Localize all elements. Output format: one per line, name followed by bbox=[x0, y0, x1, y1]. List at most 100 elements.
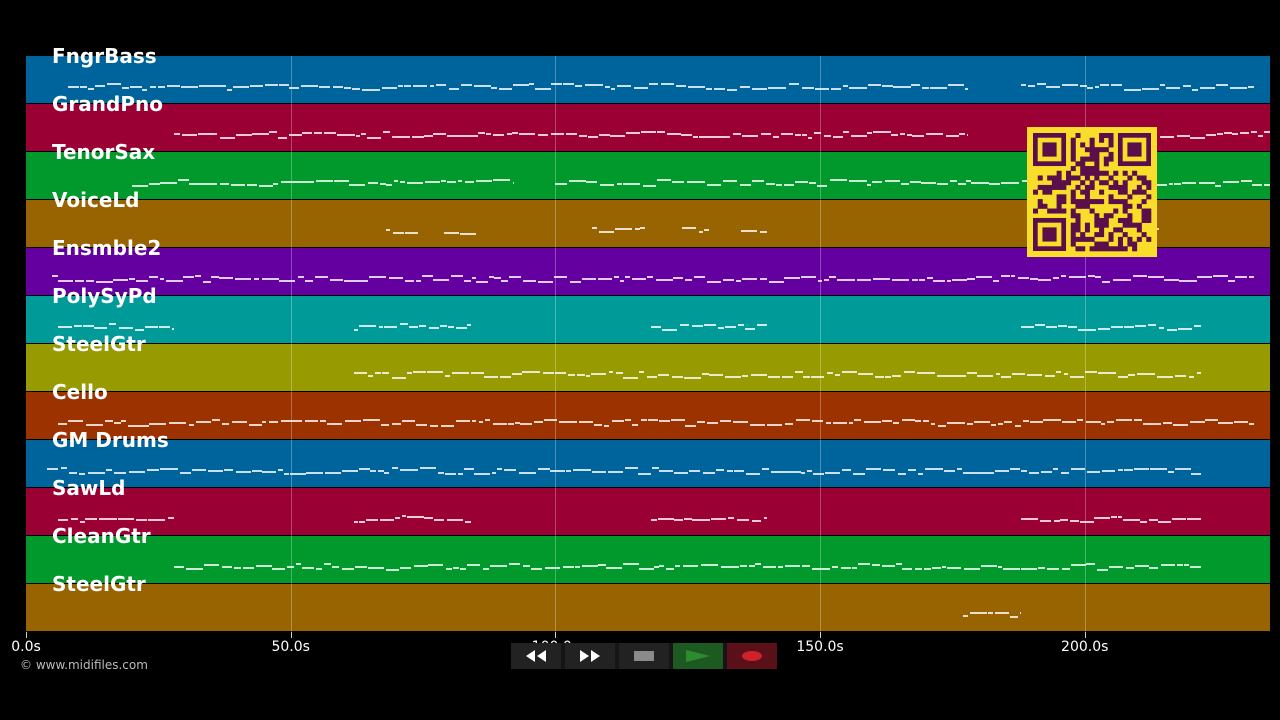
midi-note bbox=[566, 133, 577, 135]
midi-note bbox=[367, 182, 379, 184]
midi-note bbox=[60, 467, 68, 469]
midi-note bbox=[1060, 472, 1069, 474]
midi-note bbox=[660, 83, 666, 85]
midi-note bbox=[811, 420, 824, 422]
midi-note bbox=[784, 277, 800, 279]
midi-note bbox=[1021, 470, 1028, 472]
track-row[interactable] bbox=[26, 584, 1270, 632]
midi-note bbox=[608, 371, 614, 373]
midi-note bbox=[866, 468, 882, 470]
midi-note bbox=[1177, 328, 1192, 330]
midi-note bbox=[639, 568, 655, 570]
midi-note bbox=[287, 420, 303, 422]
midi-note bbox=[926, 133, 944, 135]
midi-note bbox=[1039, 520, 1051, 522]
midi-note bbox=[451, 275, 464, 277]
midi-note bbox=[1127, 374, 1136, 376]
midi-note bbox=[113, 279, 128, 281]
midi-note bbox=[262, 421, 267, 423]
midi-note bbox=[795, 134, 801, 136]
midi-note bbox=[698, 136, 713, 138]
track-row[interactable] bbox=[26, 344, 1270, 392]
midi-note bbox=[105, 420, 114, 422]
midi-note bbox=[1063, 373, 1068, 375]
midi-note bbox=[1085, 371, 1098, 373]
midi-note bbox=[503, 469, 517, 471]
midi-note bbox=[290, 473, 306, 475]
midi-note bbox=[624, 467, 638, 469]
rewind-button[interactable] bbox=[511, 643, 561, 669]
midi-note bbox=[1044, 375, 1056, 377]
midi-note bbox=[235, 134, 252, 136]
track-row[interactable] bbox=[26, 536, 1270, 584]
midi-note bbox=[281, 181, 300, 183]
midi-note bbox=[519, 133, 525, 135]
midi-note bbox=[998, 566, 1003, 568]
axis-tick bbox=[1084, 632, 1086, 638]
midi-note bbox=[1164, 279, 1179, 281]
midi-note bbox=[650, 326, 661, 328]
midi-note bbox=[359, 521, 365, 523]
midi-note bbox=[858, 563, 871, 565]
record-button[interactable] bbox=[727, 643, 777, 669]
play-button[interactable] bbox=[673, 643, 723, 669]
midi-note bbox=[483, 568, 490, 570]
midi-note bbox=[1213, 275, 1228, 277]
track-row[interactable] bbox=[26, 488, 1270, 536]
midi-note bbox=[616, 183, 622, 185]
midi-note bbox=[1003, 421, 1012, 423]
track-row[interactable] bbox=[26, 392, 1270, 440]
midi-note bbox=[739, 184, 751, 186]
midi-note bbox=[884, 180, 900, 182]
midi-note bbox=[1224, 132, 1232, 134]
midi-note bbox=[890, 134, 898, 136]
midi-note bbox=[840, 567, 851, 569]
midi-note bbox=[590, 373, 606, 375]
midi-note bbox=[598, 564, 607, 566]
midi-note bbox=[359, 280, 369, 282]
midi-note bbox=[147, 469, 159, 471]
midi-note bbox=[1094, 517, 1111, 519]
midi-note bbox=[736, 519, 750, 521]
midi-note bbox=[234, 567, 241, 569]
midi-note bbox=[319, 420, 327, 422]
axis-tick-label: 0.0s bbox=[11, 639, 41, 655]
midi-note bbox=[567, 374, 576, 376]
midi-note bbox=[300, 85, 319, 87]
midi-note bbox=[969, 612, 988, 614]
midi-note bbox=[762, 468, 770, 470]
midi-note bbox=[803, 376, 810, 378]
midi-note bbox=[672, 181, 685, 183]
midi-note bbox=[543, 419, 558, 421]
midi-note bbox=[829, 179, 847, 181]
midi-note bbox=[415, 280, 422, 282]
midi-note bbox=[597, 278, 613, 280]
midi-note bbox=[910, 84, 921, 86]
midi-note bbox=[433, 519, 445, 521]
midi-note bbox=[1085, 563, 1095, 565]
track-row[interactable] bbox=[26, 440, 1270, 488]
midi-note bbox=[525, 133, 536, 135]
midi-note bbox=[381, 424, 390, 426]
midi-note bbox=[341, 568, 354, 570]
midi-note bbox=[52, 275, 58, 277]
midi-note bbox=[739, 565, 747, 567]
midi-note bbox=[900, 183, 909, 185]
stop-button[interactable] bbox=[619, 643, 669, 669]
midi-note bbox=[1264, 184, 1270, 186]
fast-forward-button[interactable] bbox=[565, 643, 615, 669]
midi-note bbox=[727, 517, 735, 519]
midi-note bbox=[980, 472, 995, 474]
track-row[interactable] bbox=[26, 296, 1270, 344]
midi-note bbox=[1111, 516, 1118, 518]
midi-note bbox=[374, 372, 381, 374]
track-row[interactable] bbox=[26, 56, 1270, 104]
midi-note bbox=[849, 87, 868, 89]
midi-note bbox=[801, 472, 806, 474]
midi-note bbox=[634, 228, 640, 230]
midi-note bbox=[515, 422, 520, 424]
midi-note bbox=[315, 276, 328, 278]
midi-note bbox=[633, 87, 649, 89]
midi-note bbox=[555, 183, 568, 185]
midi-note bbox=[824, 472, 840, 474]
